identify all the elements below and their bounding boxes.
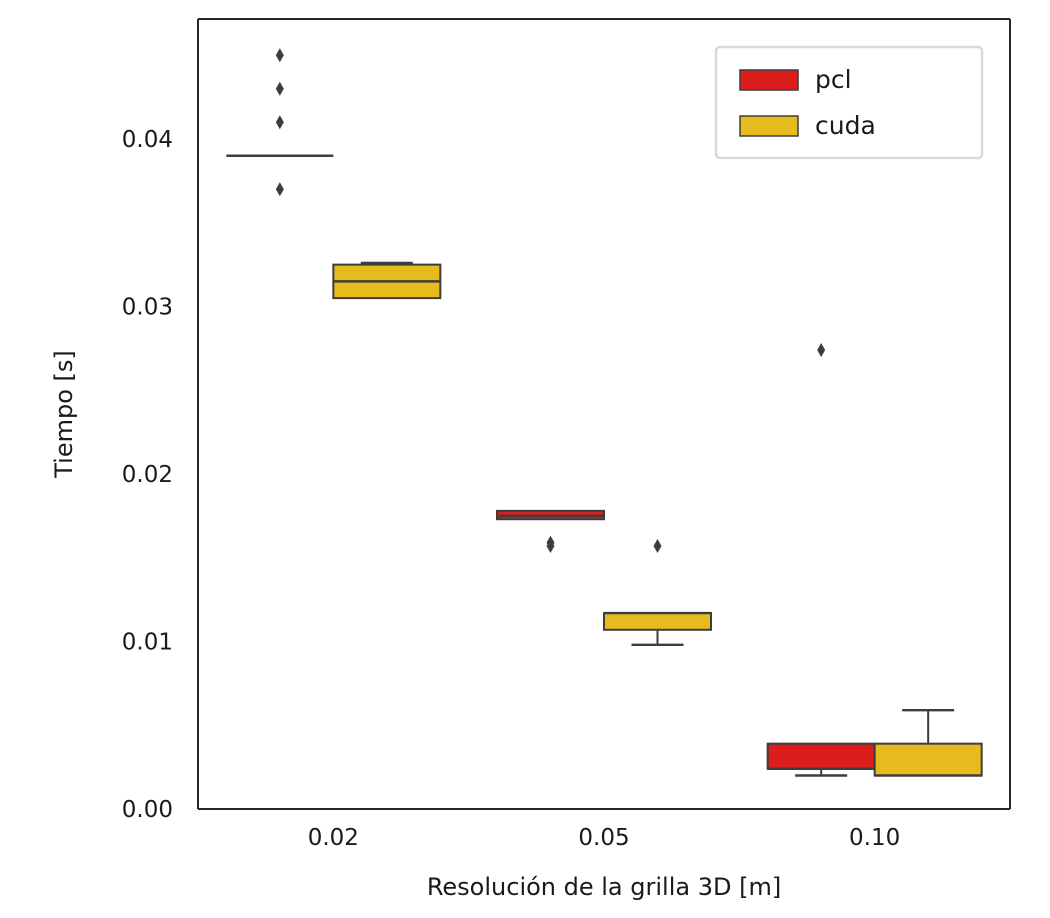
box-cuda-0.05 <box>603 539 712 647</box>
legend-swatch-pcl <box>739 69 799 91</box>
box-body <box>873 742 983 777</box>
box-cuda-0.02 <box>332 261 442 300</box>
legend: pcl cuda <box>714 45 984 160</box>
legend-entry-pcl: pcl <box>739 65 852 94</box>
legend-entry-cuda: cuda <box>739 111 876 140</box>
y-tick-label: 0.02 <box>122 462 173 488</box>
outlier-marker <box>653 539 662 554</box>
legend-label-cuda: cuda <box>815 111 876 140</box>
x-tick-label: 0.05 <box>578 825 629 851</box>
outlier-marker <box>275 182 284 197</box>
outlier-marker <box>275 81 284 96</box>
box-body <box>603 612 712 631</box>
box-pcl-0.05 <box>496 509 605 554</box>
box-pcl-0.10 <box>766 343 876 777</box>
y-tick-label: 0.00 <box>122 797 173 823</box>
x-tick-label: 0.02 <box>308 825 359 851</box>
y-tick-label: 0.01 <box>122 630 173 656</box>
outlier-marker <box>546 539 555 554</box>
outlier-marker <box>275 48 284 63</box>
x-tick-label: 0.10 <box>849 825 900 851</box>
outlier-marker <box>817 343 826 358</box>
outlier-marker <box>275 115 284 130</box>
y-axis-label: Tiempo [s] <box>50 350 78 479</box>
x-axis-label: Resolución de la grilla 3D [m] <box>427 873 781 901</box>
legend-frame <box>714 45 984 160</box>
y-tick-label: 0.04 <box>122 127 173 153</box>
box-pcl-0.02 <box>226 48 334 197</box>
axes: 0.00 0.01 0.02 0.03 0.04 0.02 0.05 0.10 <box>122 18 1011 851</box>
y-tick-label: 0.03 <box>122 295 173 321</box>
legend-label-pcl: pcl <box>815 65 852 94</box>
box-cuda-0.10 <box>873 708 983 777</box>
box-body <box>766 742 876 770</box>
legend-swatch-cuda <box>739 115 799 137</box>
plot-area <box>226 48 983 777</box>
